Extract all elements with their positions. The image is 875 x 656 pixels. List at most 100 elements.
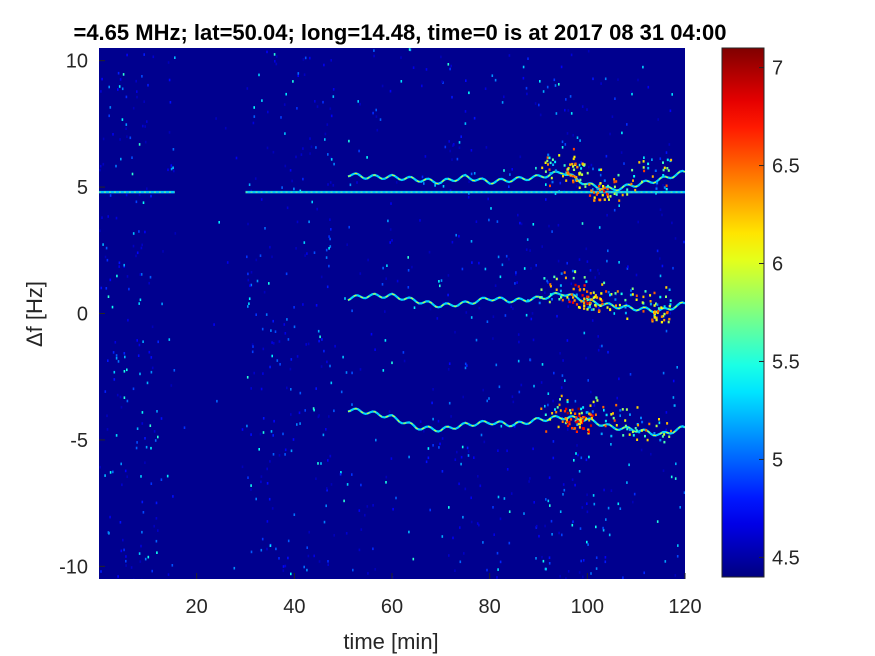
noise-speck — [582, 559, 585, 562]
noise-speck — [613, 312, 616, 315]
noise-speck — [271, 341, 273, 344]
noise-speck — [309, 56, 311, 60]
noise-speck — [304, 56, 307, 60]
noise-speck — [441, 437, 444, 440]
hotspot-speck — [574, 175, 577, 179]
noise-speck — [389, 241, 391, 244]
noise-speck — [552, 456, 555, 460]
hotspot-speck — [593, 295, 596, 299]
noise-speck — [167, 61, 170, 64]
echo-speck — [563, 164, 566, 167]
echo-speck — [629, 293, 632, 297]
echo-speck — [622, 434, 625, 437]
noise-speck — [498, 385, 501, 389]
noise-speck — [125, 95, 128, 99]
echo-speck — [560, 272, 563, 275]
noise-speck — [144, 140, 147, 144]
hotspot-speck — [568, 420, 571, 424]
noise-speck — [126, 399, 129, 403]
noise-speck — [250, 433, 252, 436]
noise-speck — [545, 198, 547, 201]
noise-speck — [454, 330, 456, 334]
echo-trace — [347, 407, 685, 437]
echo-speck — [612, 412, 614, 415]
noise-speck — [598, 272, 600, 275]
noise-speck — [332, 184, 335, 187]
noise-speck — [599, 345, 601, 348]
noise-speck — [141, 75, 143, 78]
echo-speck — [547, 153, 550, 157]
noise-speck — [321, 338, 323, 341]
noise-speck — [167, 573, 170, 576]
noise-speck — [565, 98, 567, 101]
hotspot-speck — [588, 301, 592, 305]
noise-speck — [304, 254, 306, 257]
noise-speck — [503, 169, 505, 172]
noise-speck — [135, 254, 137, 258]
noise-speck — [246, 376, 249, 379]
noise-speck — [590, 572, 592, 575]
noise-speck — [532, 223, 535, 226]
noise-speck — [552, 399, 554, 403]
noise-speck — [285, 92, 287, 96]
noise-speck — [424, 155, 427, 158]
echo-speck — [556, 406, 559, 409]
echo-speck — [548, 300, 551, 304]
echo-speck — [613, 178, 616, 181]
noise-speck — [643, 571, 645, 575]
echo-speck — [578, 186, 581, 189]
noise-speck — [395, 496, 397, 500]
noise-speck — [260, 548, 263, 552]
noise-speck — [506, 468, 509, 471]
noise-speck — [296, 423, 298, 426]
noise-speck — [567, 305, 569, 308]
noise-speck — [590, 163, 593, 167]
echo-speck — [599, 188, 601, 192]
echo-speck — [632, 434, 635, 437]
echo-speck — [626, 193, 629, 196]
noise-speck — [561, 300, 563, 303]
noise-speck — [512, 400, 515, 404]
noise-speck — [452, 144, 454, 147]
noise-speck — [114, 341, 117, 344]
noise-speck — [607, 350, 609, 354]
noise-speck — [108, 85, 110, 89]
noise-speck — [509, 173, 511, 176]
noise-speck — [632, 500, 634, 504]
noise-speck — [150, 194, 152, 198]
noise-speck — [609, 132, 611, 136]
noise-speck — [382, 369, 385, 372]
noise-speck — [292, 438, 295, 441]
noise-speck — [595, 556, 598, 559]
noise-speck — [595, 525, 597, 529]
noise-speck — [503, 95, 505, 99]
noise-speck — [552, 440, 555, 443]
noise-speck — [642, 65, 644, 69]
noise-speck — [100, 570, 102, 573]
noise-speck — [475, 338, 478, 342]
noise-speck — [515, 271, 517, 274]
noise-speck — [351, 403, 353, 406]
noise-speck — [286, 386, 288, 390]
colorbar-tick-label: 5.5 — [772, 351, 800, 373]
noise-speck — [470, 149, 473, 152]
noise-speck — [101, 216, 103, 219]
noise-speck — [313, 251, 316, 254]
noise-speck — [619, 414, 621, 417]
noise-speck — [448, 140, 450, 143]
noise-speck — [475, 220, 478, 223]
noise-speck — [126, 475, 128, 478]
echo-speck — [667, 169, 670, 172]
noise-speck — [389, 89, 392, 93]
noise-speck — [144, 461, 146, 464]
echo-speck — [615, 193, 618, 196]
noise-speck — [269, 245, 271, 249]
noise-speck — [250, 550, 253, 554]
noise-speck — [611, 115, 614, 118]
plot-background — [99, 48, 685, 579]
noise-speck — [622, 576, 624, 579]
noise-speck — [155, 517, 158, 520]
noise-speck — [587, 379, 589, 382]
echo-speck — [596, 187, 599, 191]
noise-speck — [490, 207, 492, 210]
